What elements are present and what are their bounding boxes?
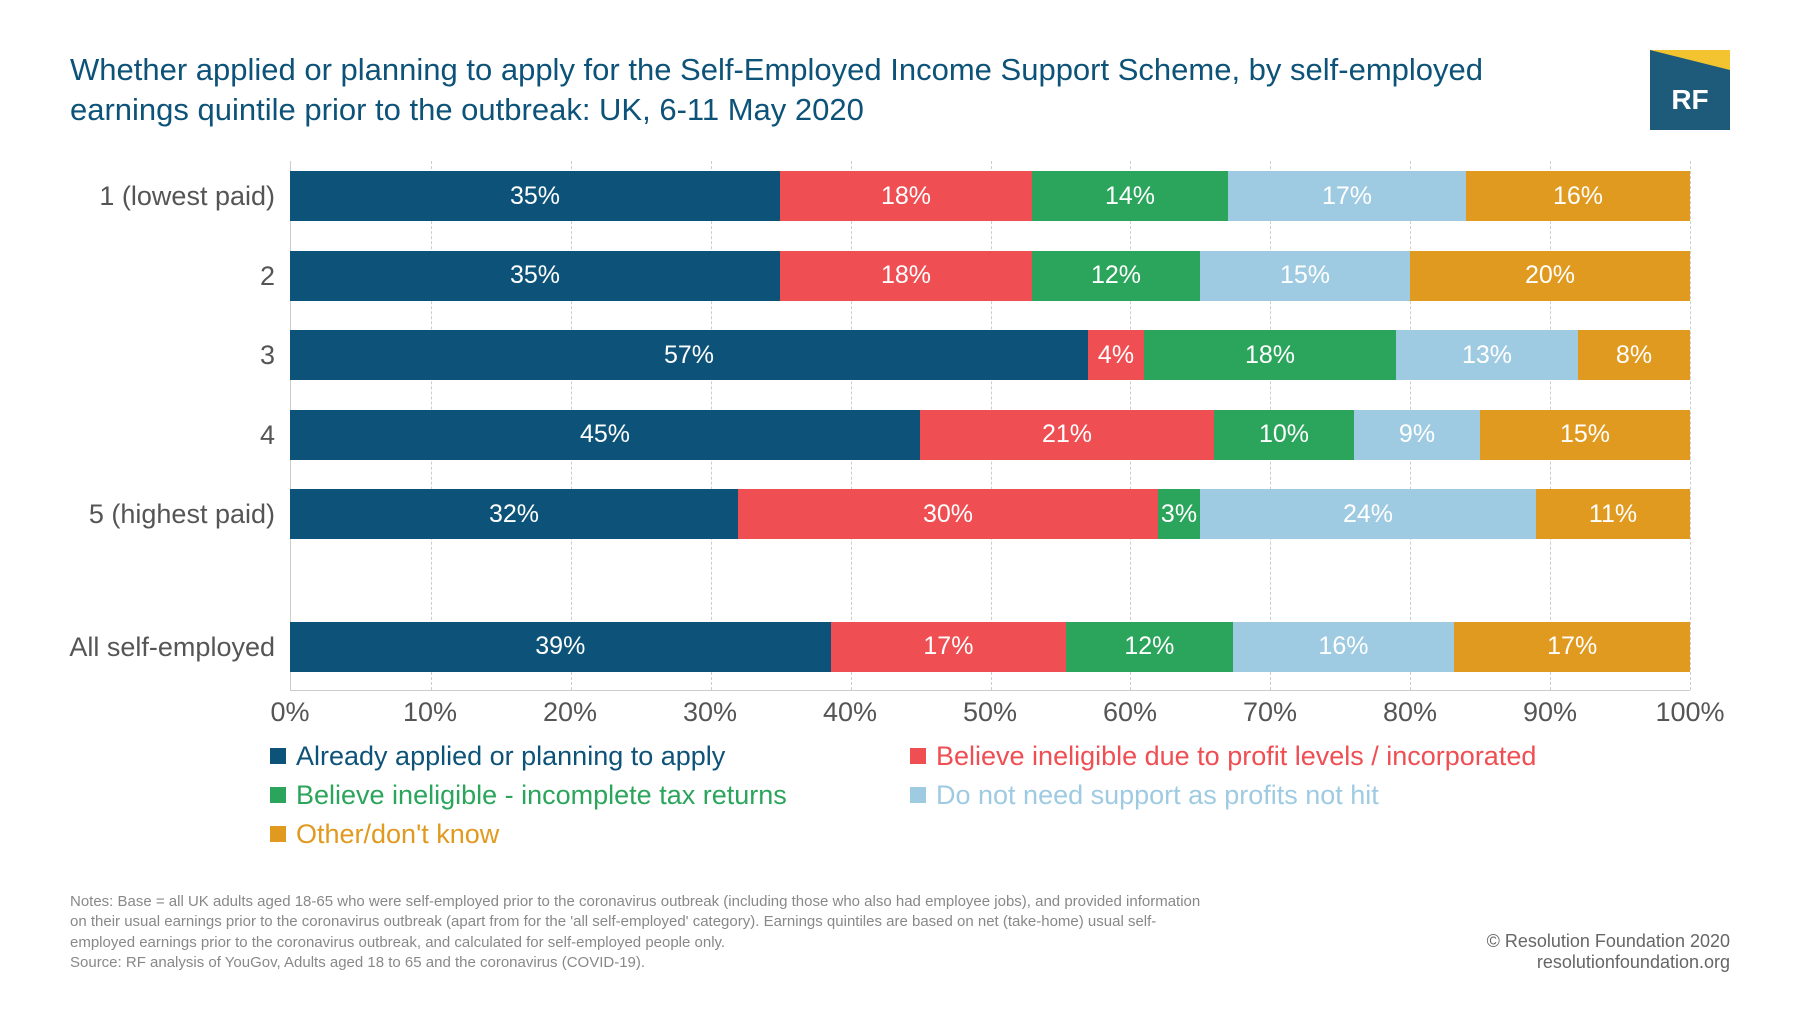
bar-category-label: All self-employed [69,622,290,672]
legend-label: Already applied or planning to apply [296,741,725,772]
bar-row: All self-employed39%17%12%16%17% [290,622,1690,672]
bar-segment: 11% [1536,489,1690,539]
bar-segment: 10% [1214,410,1354,460]
legend-label: Believe ineligible - incomplete tax retu… [296,780,787,811]
rf-logo: RF [1650,50,1730,130]
bar-row: 235%18%12%15%20% [290,251,1690,301]
x-tick-label: 50% [963,697,1017,728]
legend: Already applied or planning to apply Beli… [270,741,1730,850]
x-tick-label: 80% [1383,697,1437,728]
notes-text: Notes: Base = all UK adults aged 18-65 w… [70,892,1200,973]
legend-item: Do not need support as profits not hit [910,780,1490,811]
legend-label: Do not need support as profits not hit [936,780,1379,811]
legend-item: Already applied or planning to apply [270,741,850,772]
bar-segment: 15% [1480,410,1690,460]
footer: Notes: Base = all UK adults aged 18-65 w… [70,892,1730,973]
bar-segment: 35% [290,251,780,301]
x-tick-label: 90% [1523,697,1577,728]
bar-segment: 35% [290,171,780,221]
chart-title: Whether applied or planning to apply for… [70,50,1510,131]
bar-row: 357%4%18%13%8% [290,330,1690,380]
bar-segment: 30% [738,489,1158,539]
x-axis: 0%10%20%30%40%50%60%70%80%90%100% [290,691,1690,721]
bar-segment: 18% [780,251,1032,301]
legend-item: Other/don't know [270,819,850,850]
bars-container: 1 (lowest paid)35%18%14%17%16% 235%18%12%… [290,161,1690,691]
bar-segment: 16% [1233,622,1455,672]
legend-label: Believe ineligible due to profit levels … [936,741,1536,772]
legend-swatch [270,787,286,803]
bar-segment: 32% [290,489,738,539]
x-tick-label: 40% [823,697,877,728]
bar-segment: 57% [290,330,1088,380]
bar-segment: 16% [1466,171,1690,221]
bar-segment: 9% [1354,410,1480,460]
bar-segment: 18% [1144,330,1396,380]
bar-segment: 17% [1454,622,1690,672]
bar-segment: 14% [1032,171,1228,221]
bar-segment: 12% [1032,251,1200,301]
x-tick-label: 60% [1103,697,1157,728]
bar-segment: 4% [1088,330,1144,380]
x-tick-label: 10% [403,697,457,728]
bar-category-label: 4 [260,410,290,460]
bar-segment: 12% [1066,622,1232,672]
bar-segment: 21% [920,410,1214,460]
bar-row: 5 (highest paid)32%30%3%24%11% [290,489,1690,539]
bar-segment: 17% [1228,171,1466,221]
bar-segment: 24% [1200,489,1536,539]
legend-label: Other/don't know [296,819,499,850]
legend-item: Believe ineligible - incomplete tax retu… [270,780,850,811]
legend-swatch [910,787,926,803]
bar-category-label: 1 (lowest paid) [99,171,290,221]
bar-category-label: 2 [260,251,290,301]
bar-segment: 18% [780,171,1032,221]
bar-segment: 8% [1578,330,1690,380]
bar-segment: 39% [290,622,831,672]
bar-row: 445%21%10%9%15% [290,410,1690,460]
grid-line [1690,161,1691,690]
legend-swatch [270,826,286,842]
x-tick-label: 100% [1655,697,1724,728]
legend-item: Believe ineligible due to profit levels … [910,741,1536,772]
bar-category-label: 5 (highest paid) [89,489,290,539]
x-tick-label: 0% [270,697,309,728]
bar-segment: 20% [1410,251,1690,301]
x-tick-label: 30% [683,697,737,728]
bar-segment: 15% [1200,251,1410,301]
x-tick-label: 20% [543,697,597,728]
legend-swatch [910,748,926,764]
header: Whether applied or planning to apply for… [70,50,1730,131]
bar-category-label: 3 [260,330,290,380]
bar-row: 1 (lowest paid)35%18%14%17%16% [290,171,1690,221]
credit-text: © Resolution Foundation 2020 resolutionf… [1487,931,1730,973]
bar-segment: 45% [290,410,920,460]
bar-segment: 3% [1158,489,1200,539]
bar-segment: 17% [831,622,1067,672]
bar-segment: 13% [1396,330,1578,380]
chart-area: 1 (lowest paid)35%18%14%17%16% 235%18%12%… [290,161,1690,721]
x-tick-label: 70% [1243,697,1297,728]
legend-swatch [270,748,286,764]
